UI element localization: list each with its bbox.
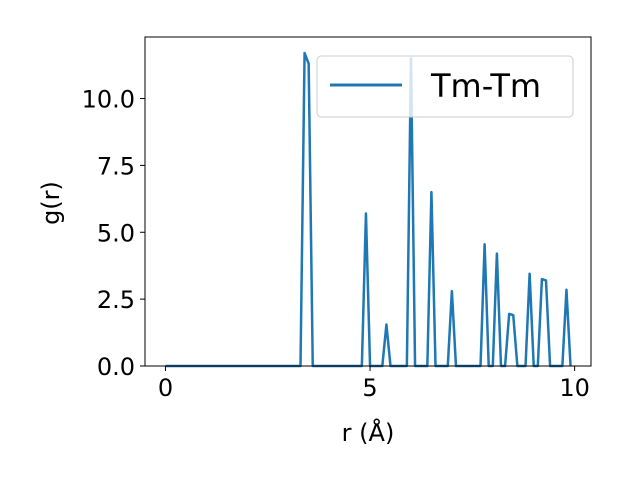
y-tick-label: 5.0 [97,219,135,247]
y-axis-label: g(r) [37,181,65,225]
legend: Tm-Tm [316,55,574,118]
plot-frame [144,36,592,367]
x-axis-label: r (Å) [342,418,395,447]
legend-label: Tm-Tm [430,67,541,105]
x-tick-label: 5 [362,374,377,402]
y-tick-label: 0.0 [97,353,135,381]
y-tick-label: 7.5 [97,152,135,180]
legend-frame [316,55,574,118]
y-tick-label: 10.0 [82,86,135,114]
tick-layer: 0 5 10 0.0 2.5 5.0 7.5 10.0 [82,86,590,402]
x-tick-label: 10 [559,374,590,402]
x-tick-label: 0 [158,374,173,402]
y-tick-label: 2.5 [97,286,135,314]
